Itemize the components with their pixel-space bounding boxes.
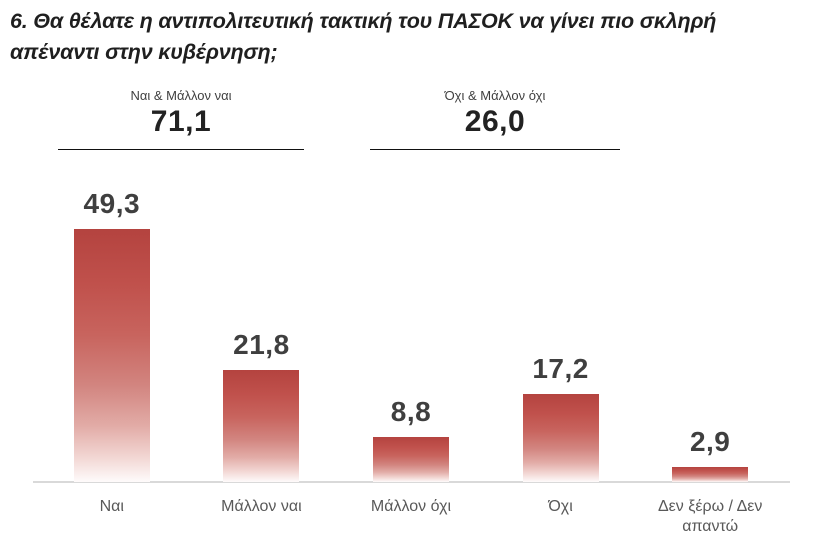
category-label: Μάλλον όχι	[370, 498, 452, 515]
summary-yes-value: 71,1	[150, 105, 212, 138]
category-label: Μάλλον ναι	[221, 498, 302, 515]
bar-zone: 21,8	[223, 165, 300, 482]
x-axis-line	[33, 481, 790, 483]
bar-value-label: 17,2	[532, 353, 589, 384]
summary-no-group: Όχι & Μάλλον όχι 26,0	[370, 88, 620, 150]
category-label: Όχι	[548, 498, 573, 515]
category-label: Δεν ξέρω / Δεν απαντώ	[657, 498, 763, 535]
bar-column: 49,3 Ναι	[37, 165, 187, 556]
bar-column: 8,8 Μάλλον όχι	[336, 165, 486, 556]
summary-yes-label: Ναι & Μάλλον ναι	[130, 88, 232, 103]
bar-value-label: 8,8	[390, 396, 432, 427]
bar	[372, 437, 449, 482]
bar-zone: 8,8	[372, 165, 449, 482]
summary-yes-group: Ναι & Μάλλον ναι 71,1	[58, 88, 304, 150]
bar-column: 2,9 Δεν ξέρω / Δεν απαντώ	[635, 165, 785, 556]
category-label: Ναι	[99, 498, 124, 515]
bar-zone: 17,2	[522, 165, 599, 482]
bar-chart: 49,3 Ναι 21,8 Μάλλον ναι 8,8 Μάλλον όχι 17,2 Όχ…	[37, 165, 785, 556]
bar	[73, 229, 150, 482]
summary-no-value: 26,0	[464, 105, 526, 138]
bar	[223, 370, 300, 482]
bar-zone: 2,9	[672, 165, 749, 482]
bar-column: 21,8 Μάλλον ναι	[187, 165, 337, 556]
bar-column: 17,2 Όχι	[486, 165, 636, 556]
question-title: 6. Θα θέλατε η αντιπολιτευτική τακτική τ…	[10, 9, 717, 65]
bar-value-label: 49,3	[83, 188, 141, 219]
bar-value-label: 21,8	[233, 329, 290, 360]
bar	[672, 467, 749, 482]
bar-zone: 49,3	[73, 165, 150, 482]
bar	[522, 394, 599, 482]
summary-no-label: Όχι & Μάλλον όχι	[444, 88, 546, 103]
bar-value-label: 2,9	[689, 426, 731, 457]
